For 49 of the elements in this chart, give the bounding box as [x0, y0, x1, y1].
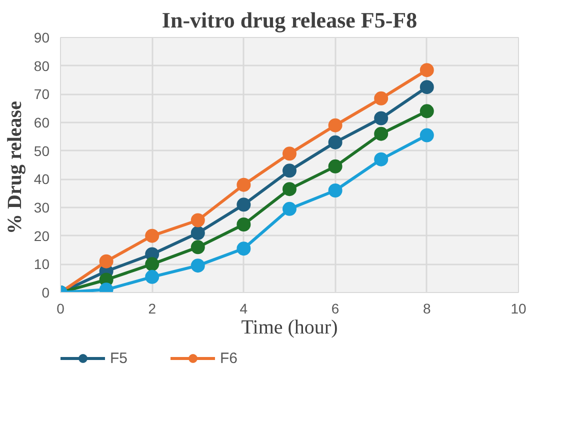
y-tick-label: 60: [34, 114, 50, 130]
point: [99, 254, 114, 268]
y-tick-label: 30: [34, 200, 50, 216]
x-tick-label: 0: [56, 300, 65, 316]
point: [236, 218, 251, 232]
point: [190, 240, 205, 254]
x-axis-title: Time (hour): [241, 316, 338, 338]
point: [374, 152, 388, 166]
point: [145, 257, 160, 272]
y-tick-label: 40: [34, 171, 50, 188]
point: [236, 198, 251, 212]
point: [328, 184, 342, 198]
x-tick-label: 10: [510, 300, 526, 316]
point: [236, 178, 251, 192]
point: [282, 146, 296, 161]
legend-label: F6: [220, 350, 239, 366]
x-tick-label: 6: [331, 300, 340, 316]
point: [420, 80, 434, 94]
x-tick-label: 8: [423, 300, 432, 316]
y-tick-label: 50: [34, 142, 50, 159]
point: [190, 226, 205, 240]
x-tick-label: 4: [240, 300, 248, 316]
point: [190, 258, 205, 273]
y-tick-label: 10: [34, 256, 50, 272]
point: [420, 63, 434, 78]
point: [420, 104, 434, 118]
point: [328, 118, 342, 132]
point: [145, 228, 160, 243]
chart-title: In-vitro drug release F5-F8: [162, 8, 418, 32]
point: [420, 128, 434, 142]
point: [374, 111, 388, 126]
y-tick-label: 0: [42, 284, 50, 300]
legend-label: F5: [110, 350, 129, 366]
point: [236, 242, 251, 256]
y-axis-title: % Drug release: [4, 100, 26, 234]
point: [190, 213, 205, 228]
point: [145, 270, 160, 284]
point: [374, 91, 388, 106]
point: [328, 135, 342, 150]
y-tick-label: 20: [34, 228, 50, 244]
x-tick-label: 2: [148, 300, 156, 316]
y-tick-label: 80: [34, 58, 50, 74]
point: [374, 126, 388, 141]
y-tick-label: 70: [34, 86, 50, 102]
y-tick-label: 90: [34, 30, 50, 46]
point: [328, 159, 342, 174]
point: [282, 182, 296, 196]
point: [282, 164, 296, 178]
point: [282, 202, 296, 216]
